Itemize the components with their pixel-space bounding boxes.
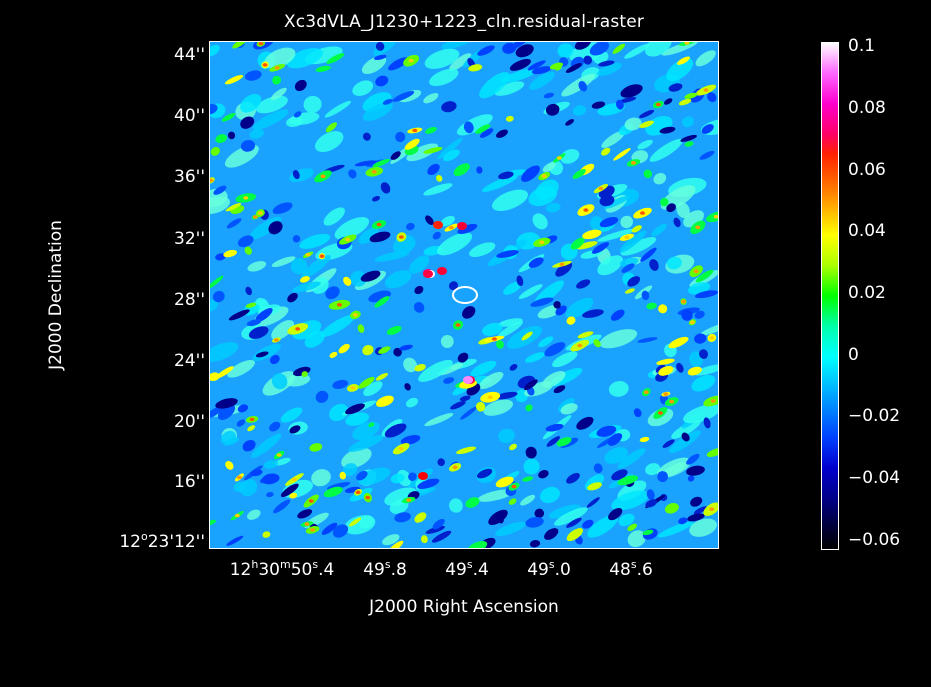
colorbar-tick-0.08: 0.08 bbox=[848, 98, 886, 118]
y-tick-28: 28'' bbox=[174, 290, 205, 310]
noise-blobs bbox=[210, 42, 718, 548]
y-tick-32: 32'' bbox=[174, 229, 205, 249]
colorbar-tick-0.02: 0.02 bbox=[848, 283, 886, 303]
x-tick-49.0: 49s.0 bbox=[527, 558, 571, 580]
colorbar-tick-neg0.02: −0.02 bbox=[848, 406, 901, 426]
y-tick-origin: 12o23'12'' bbox=[119, 530, 205, 552]
colorbar-tick-neg0.04: −0.04 bbox=[848, 468, 901, 488]
y-tick-36: 36'' bbox=[174, 167, 205, 187]
y-axis-label: J2000 Declination bbox=[46, 220, 66, 370]
beam-marker bbox=[452, 286, 478, 304]
plot-title: Xc3dVLA_J1230+1223_cln.residual-raster bbox=[283, 12, 645, 32]
colorbar-tick-0.06: 0.06 bbox=[848, 160, 886, 180]
x-tick-49.4: 49s.4 bbox=[445, 558, 489, 580]
y-tick-16: 16'' bbox=[174, 472, 205, 492]
y-tick-20: 20'' bbox=[174, 412, 205, 432]
y-tick-24: 24'' bbox=[174, 351, 205, 371]
x-tick-48.6: 48s.6 bbox=[609, 558, 653, 580]
residual-raster-svg bbox=[210, 42, 718, 548]
y-tick-44: 44'' bbox=[174, 45, 205, 65]
colorbar bbox=[821, 42, 839, 550]
colorbar-tick-0.1: 0.1 bbox=[848, 36, 876, 56]
y-tick-40: 40'' bbox=[174, 106, 205, 126]
x-tick-49.8: 49s.8 bbox=[363, 558, 407, 580]
x-tick-50.4: 12h30m50s.4 bbox=[229, 558, 335, 580]
colorbar-tick-0.04: 0.04 bbox=[848, 221, 886, 241]
x-axis-label: J2000 Right Ascension bbox=[369, 597, 559, 617]
colorbar-tick-neg0.06: −0.06 bbox=[848, 530, 901, 550]
colorbar-tick-0: 0 bbox=[848, 345, 859, 365]
residual-image[interactable] bbox=[210, 42, 718, 548]
